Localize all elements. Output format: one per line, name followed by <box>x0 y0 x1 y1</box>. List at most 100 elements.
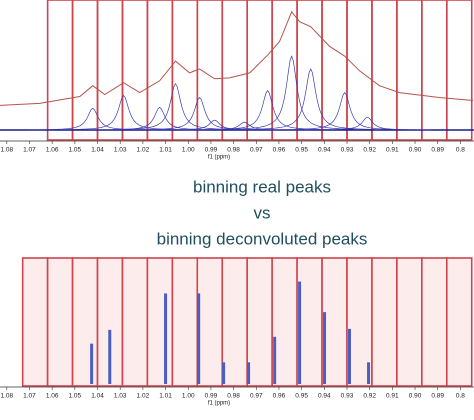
deconvoluted-peak <box>112 83 240 130</box>
x-axis-label: f1 (ppm) <box>208 155 230 161</box>
x-tick-label: 1.06 <box>46 393 59 400</box>
caption-line: binning real peaks <box>193 177 331 196</box>
bin <box>296 0 323 141</box>
bin <box>371 257 398 387</box>
stick <box>347 328 351 384</box>
stick <box>367 362 371 384</box>
deconvoluted-peak <box>151 119 279 131</box>
bin <box>121 0 149 141</box>
stick <box>90 343 94 384</box>
deconvoluted-peak <box>136 96 264 131</box>
bin <box>221 0 249 141</box>
x-tick-label: 0.90 <box>409 147 422 154</box>
stick <box>273 336 277 384</box>
caption-line: binning deconvoluted peaks <box>157 229 368 248</box>
bin <box>171 0 199 141</box>
bin <box>196 257 224 387</box>
x-tick-label: 1.00 <box>182 393 195 400</box>
x-tick-label: 1.06 <box>46 147 59 154</box>
x-tick-label: 0.94 <box>318 393 331 400</box>
x-tick-label: 1.03 <box>114 147 127 154</box>
x-tick-label: 0.8 <box>456 393 465 400</box>
stick <box>197 293 201 384</box>
x-tick-label: 1.08 <box>0 147 13 154</box>
x-tick-label: 0.96 <box>273 393 286 400</box>
x-tick-label: 0.97 <box>250 147 263 154</box>
stick <box>247 362 251 384</box>
x-tick-label: 0.99 <box>205 393 218 400</box>
stick <box>323 312 327 384</box>
x-tick-label: 0.98 <box>227 147 240 154</box>
x-tick-label: 0.93 <box>341 147 354 154</box>
bin <box>121 257 149 387</box>
x-tick-label: 0.92 <box>363 147 376 154</box>
x-tick-label: 0.91 <box>386 393 399 400</box>
bin <box>96 0 124 141</box>
deconvoluted-peak <box>247 68 375 130</box>
bin <box>396 0 423 141</box>
bin <box>296 257 323 387</box>
bin <box>396 257 423 387</box>
deconvoluted-peak <box>281 91 409 130</box>
x-tick-label: 1.08 <box>0 393 13 400</box>
panel: 1.08 1.07 1.06 1.05 1.04 1.03 1.02 1.01 1.00 0.99… <box>0 257 474 407</box>
stick <box>164 293 168 384</box>
x-tick-label: 1.02 <box>137 393 150 400</box>
x-tick-label: 1.01 <box>159 147 172 154</box>
bin <box>346 257 373 387</box>
bin <box>221 257 249 387</box>
x-tick-label: 0.95 <box>295 393 308 400</box>
x-tick-label: 0.90 <box>409 393 422 400</box>
stick <box>298 281 302 384</box>
x-tick-label: 1.04 <box>91 393 104 400</box>
bin <box>421 257 448 387</box>
deconvoluted-peak <box>29 107 157 131</box>
x-tick-label: 0.92 <box>363 393 376 400</box>
x-tick-label: 0.96 <box>273 147 286 154</box>
caption-line: vs <box>254 203 271 222</box>
stick <box>108 329 112 384</box>
deconvoluted-peak <box>228 55 356 130</box>
bin <box>371 0 398 141</box>
x-tick-label: 0.89 <box>431 393 444 400</box>
bin <box>71 257 99 387</box>
x-tick-label: 1.07 <box>23 147 36 154</box>
x-tick-label: 0.8 <box>456 147 465 154</box>
x-tick-label: 1.01 <box>159 393 172 400</box>
x-tick-label: 1.07 <box>23 393 36 400</box>
panel: 1.08 1.07 1.06 1.05 1.04 1.03 1.02 1.01 1.00 0.99… <box>0 0 474 161</box>
bin <box>46 257 74 387</box>
bin <box>146 257 174 387</box>
x-tick-label: 0.91 <box>386 147 399 154</box>
x-tick-label: 1.05 <box>69 393 82 400</box>
x-tick-label: 0.95 <box>295 147 308 154</box>
bin <box>171 257 199 387</box>
stick <box>222 362 226 384</box>
x-tick-label: 1.00 <box>182 147 195 154</box>
deconvoluted-peak <box>303 116 431 131</box>
x-tick-label: 1.03 <box>114 393 127 400</box>
x-tick-label: 1.04 <box>91 147 104 154</box>
x-tick-label: 0.93 <box>341 393 354 400</box>
bin <box>246 257 273 387</box>
bin <box>46 0 74 141</box>
x-tick-label: 1.05 <box>69 147 82 154</box>
bin <box>246 0 273 141</box>
x-axis-label: f1 (ppm) <box>208 401 230 407</box>
deconvoluted-peak <box>96 106 224 131</box>
bin <box>445 257 473 387</box>
x-tick-label: 0.98 <box>227 393 240 400</box>
bin <box>421 0 448 141</box>
x-tick-label: 0.97 <box>250 393 263 400</box>
x-tick-label: 1.02 <box>137 147 150 154</box>
x-tick-label: 0.99 <box>205 147 218 154</box>
bin <box>21 257 49 387</box>
bin <box>271 0 298 141</box>
bin <box>445 0 473 141</box>
x-tick-label: 0.94 <box>318 147 331 154</box>
bin <box>71 0 99 141</box>
deconvoluted-peak <box>60 94 188 131</box>
spectrum-line <box>0 10 474 106</box>
